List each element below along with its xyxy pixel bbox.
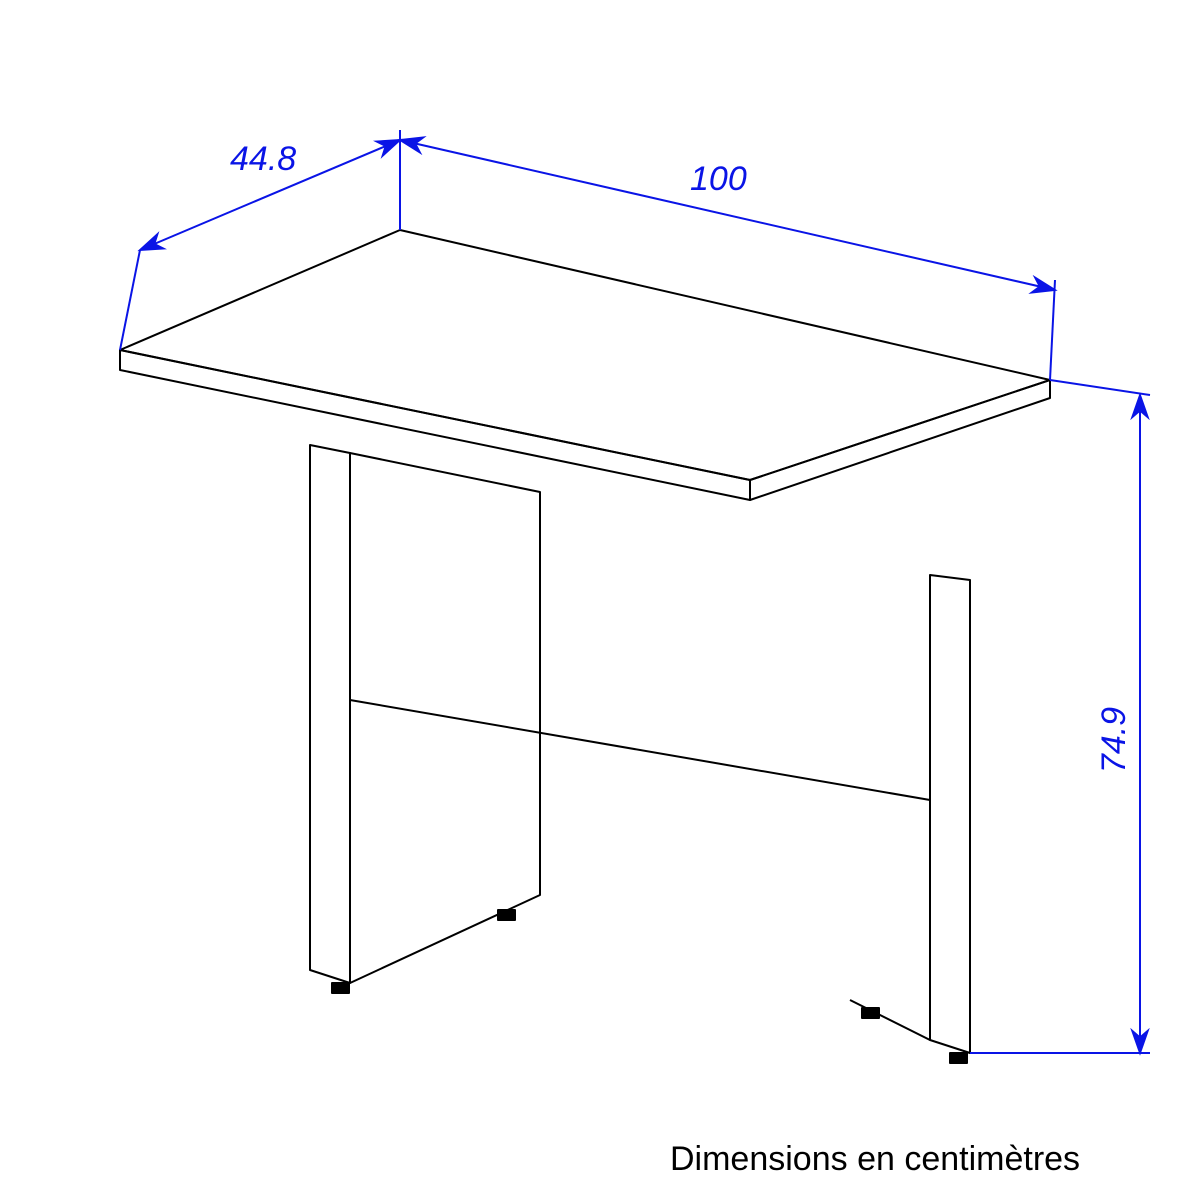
foot-pad [950,1053,967,1063]
right-leg-outer [930,575,970,1053]
desk-outline [120,230,1050,1063]
dim-height-ext1 [1050,380,1150,395]
dim-depth-label: 44.8 [230,140,296,178]
foot-pad [498,910,515,920]
dimension-lines: 44.8 100 74.9 [120,130,1150,1053]
units-caption: Dimensions en centimètres [670,1140,1080,1178]
left-leg-outer [310,445,350,983]
tabletop-front-edge [120,350,750,500]
dim-width-label: 100 [690,160,747,198]
dim-depth-ext1 [120,250,140,350]
modesty-panel-edge [350,575,930,800]
right-leg-back-edge [850,575,930,1040]
dim-height-label: 74.9 [1095,707,1133,773]
dim-width-ext2 [1050,280,1055,380]
technical-drawing: 44.8 100 74.9 Dimensions en centimètres [0,0,1200,1200]
foot-pad [332,983,349,993]
tabletop-right-edge [750,380,1050,500]
tabletop-top-face [120,230,1050,480]
left-leg-side [350,453,540,983]
foot-pad [862,1008,879,1018]
